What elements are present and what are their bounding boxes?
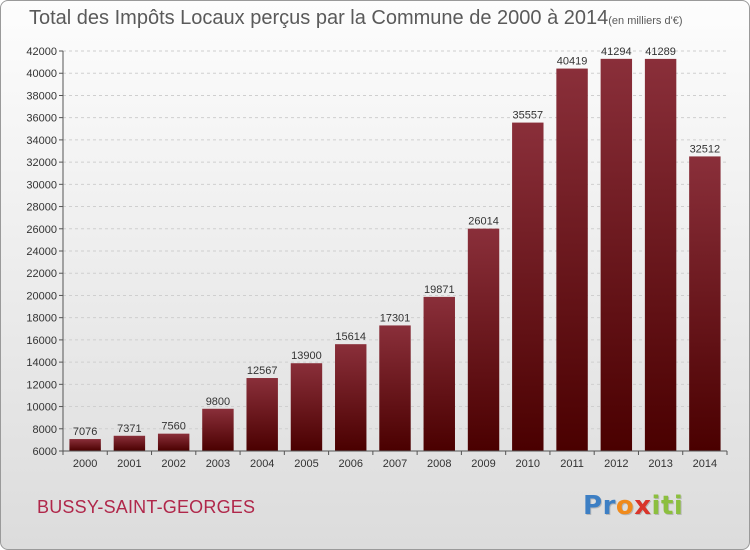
bar-2006	[335, 344, 367, 451]
logo-letter: P	[583, 491, 603, 521]
x-tick-label: 2002	[161, 458, 185, 470]
bar-2014	[689, 156, 721, 451]
data-label: 40419	[557, 56, 588, 68]
bar-2011	[556, 68, 588, 452]
bar-2000	[69, 439, 101, 451]
y-tick-label: 8000	[33, 424, 57, 436]
logo-letter: t	[660, 491, 674, 521]
x-tick-label: 2003	[206, 458, 230, 470]
y-tick-label: 14000	[26, 357, 57, 369]
bar-2002	[157, 433, 190, 451]
bar-2008	[423, 296, 455, 451]
x-tick-label: 2000	[73, 458, 97, 470]
unit-label: (en milliers d'€)	[608, 15, 683, 27]
data-label: 41289	[645, 46, 676, 58]
data-label: 41294	[601, 46, 632, 58]
y-tick-label: 12000	[26, 379, 57, 391]
data-label: 17301	[380, 312, 411, 324]
x-tick-label: 2012	[604, 458, 628, 470]
x-tick-label: 2001	[117, 458, 141, 470]
y-tick-label: 6000	[33, 446, 57, 458]
bar-2013	[644, 58, 677, 452]
bar-2004	[246, 378, 278, 451]
y-tick-label: 10000	[26, 402, 57, 414]
chart-title: Total des Impôts Locaux perçus par la Co…	[29, 7, 682, 30]
logo-letter: i	[651, 491, 661, 521]
x-tick-label: 2007	[383, 458, 407, 470]
commune-name: BUSSY-SAINT-GEORGES	[37, 497, 256, 517]
y-tick-label: 28000	[26, 202, 57, 214]
bar-2009	[467, 228, 500, 451]
y-tick-label: 38000	[26, 90, 57, 102]
x-tick-label: 2004	[250, 458, 274, 470]
x-tick-label: 2013	[648, 458, 672, 470]
y-tick-label: 16000	[26, 335, 57, 347]
bar-2010	[512, 122, 544, 451]
data-label: 9800	[206, 396, 230, 408]
labels: 7076 2000 7371 2001 7560 2002 9800 2003 12567 200…	[73, 46, 720, 470]
bar-2001	[113, 435, 146, 451]
logo-letter: r	[602, 491, 616, 521]
data-label: 13900	[291, 350, 322, 362]
title-text: Total des Impôts Locaux perçus par la Co…	[29, 7, 609, 29]
bar-2003	[202, 408, 234, 451]
bar-2005	[290, 363, 323, 451]
y-tick-label: 20000	[26, 290, 57, 302]
data-label: 15614	[335, 331, 366, 343]
y-tick-label: 34000	[26, 135, 57, 147]
y-tick-label: 22000	[26, 268, 57, 280]
axes: 6000 8000 10000 12000 14000 16000 18000 20000 22…	[26, 46, 728, 458]
logo-letter: i	[673, 491, 684, 521]
y-tick-label: 26000	[26, 224, 57, 236]
x-tick-label: 2005	[294, 458, 318, 470]
data-label: 7371	[117, 423, 141, 435]
data-label: 32512	[690, 143, 721, 155]
bar-2007	[379, 325, 411, 451]
x-tick-label: 2014	[693, 458, 717, 470]
bar-2012	[600, 58, 633, 451]
y-tick-label: 18000	[26, 313, 57, 325]
y-tick-label: 42000	[26, 46, 57, 58]
data-label: 26014	[468, 216, 499, 228]
proxiti-logo: Proxiti	[583, 491, 683, 521]
logo-letter: x	[634, 491, 652, 521]
logo-letter: o	[615, 491, 635, 521]
x-tick-label: 2008	[427, 458, 451, 470]
x-tick-label: 2006	[338, 458, 362, 470]
y-tick-label: 32000	[26, 157, 57, 169]
y-tick-label: 24000	[26, 246, 57, 258]
y-tick-label: 36000	[26, 113, 57, 125]
y-tick-label: 30000	[26, 179, 57, 191]
x-tick-label: 2011	[560, 458, 584, 470]
bars	[69, 58, 721, 452]
data-label: 7560	[161, 421, 185, 433]
data-label: 35557	[513, 110, 544, 122]
x-tick-label: 2009	[471, 458, 495, 470]
y-tick-label: 40000	[26, 68, 57, 80]
data-label: 7076	[73, 426, 97, 438]
data-label: 19871	[424, 284, 455, 296]
data-label: 12567	[247, 365, 278, 377]
x-tick-label: 2010	[516, 458, 540, 470]
